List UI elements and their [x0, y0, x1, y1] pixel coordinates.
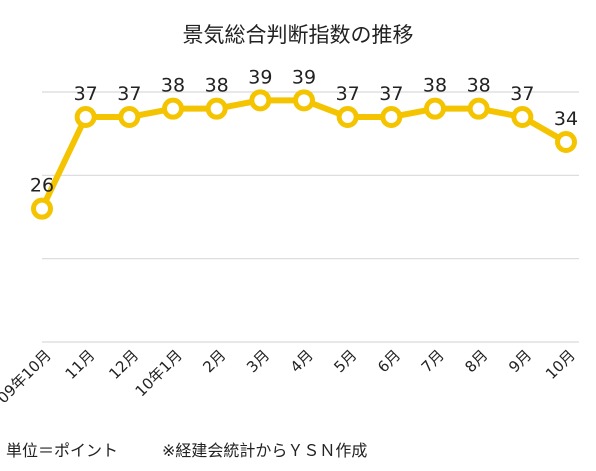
- data-point: [293, 89, 315, 112]
- x-tick-label: 10月: [542, 346, 579, 383]
- data-points: [31, 89, 577, 220]
- data-labels: 26 37 37 38 38 39 39 37 37 38 38 37 34: [30, 66, 578, 196]
- x-tick-label: 10年1月: [132, 346, 186, 400]
- data-label: 37: [510, 83, 534, 105]
- data-point: [511, 106, 534, 128]
- data-label: 38: [161, 75, 185, 97]
- data-label: 38: [205, 75, 229, 97]
- x-tick-label: 09年10月: [0, 346, 55, 407]
- data-label: 38: [467, 75, 491, 97]
- source-note: ※経建会統計からＹＳＮ作成: [162, 441, 368, 460]
- x-tick-label: 4月: [287, 346, 317, 376]
- chart-footer: 単位＝ポイント ※経建会統計からＹＳＮ作成: [6, 437, 367, 461]
- data-label: 34: [554, 108, 578, 130]
- data-label: 37: [379, 83, 403, 105]
- unit-note: 単位＝ポイント: [6, 441, 119, 460]
- data-point: [74, 106, 97, 128]
- x-tick-label: 3月: [243, 346, 273, 376]
- x-tick-label: 2月: [199, 346, 229, 376]
- data-point: [118, 106, 141, 128]
- data-label: 39: [292, 66, 316, 88]
- x-tick-label: 11月: [62, 346, 99, 383]
- data-point: [555, 131, 577, 153]
- data-label: 26: [30, 175, 54, 197]
- data-label: 39: [248, 66, 272, 88]
- data-point: [467, 97, 490, 120]
- data-point: [424, 97, 446, 120]
- grid-lines: [42, 91, 579, 343]
- x-tick-label: 6月: [374, 346, 404, 376]
- x-tick-label: 7月: [418, 346, 448, 376]
- x-tick-label: 5月: [330, 346, 360, 376]
- x-tick-label: 8月: [461, 346, 491, 376]
- x-tick-label: 12月: [105, 346, 142, 383]
- data-label: 37: [117, 83, 141, 105]
- data-point: [336, 106, 359, 128]
- chart-title: 景気総合判断指数の推移: [183, 23, 414, 47]
- x-tick-label: 9月: [505, 346, 535, 376]
- data-point: [31, 197, 53, 220]
- data-point: [249, 89, 272, 112]
- data-point: [162, 97, 184, 120]
- data-label: 37: [336, 83, 360, 105]
- data-point: [205, 97, 228, 120]
- data-point: [380, 106, 403, 128]
- data-label: 38: [423, 75, 447, 97]
- data-label: 37: [74, 83, 98, 105]
